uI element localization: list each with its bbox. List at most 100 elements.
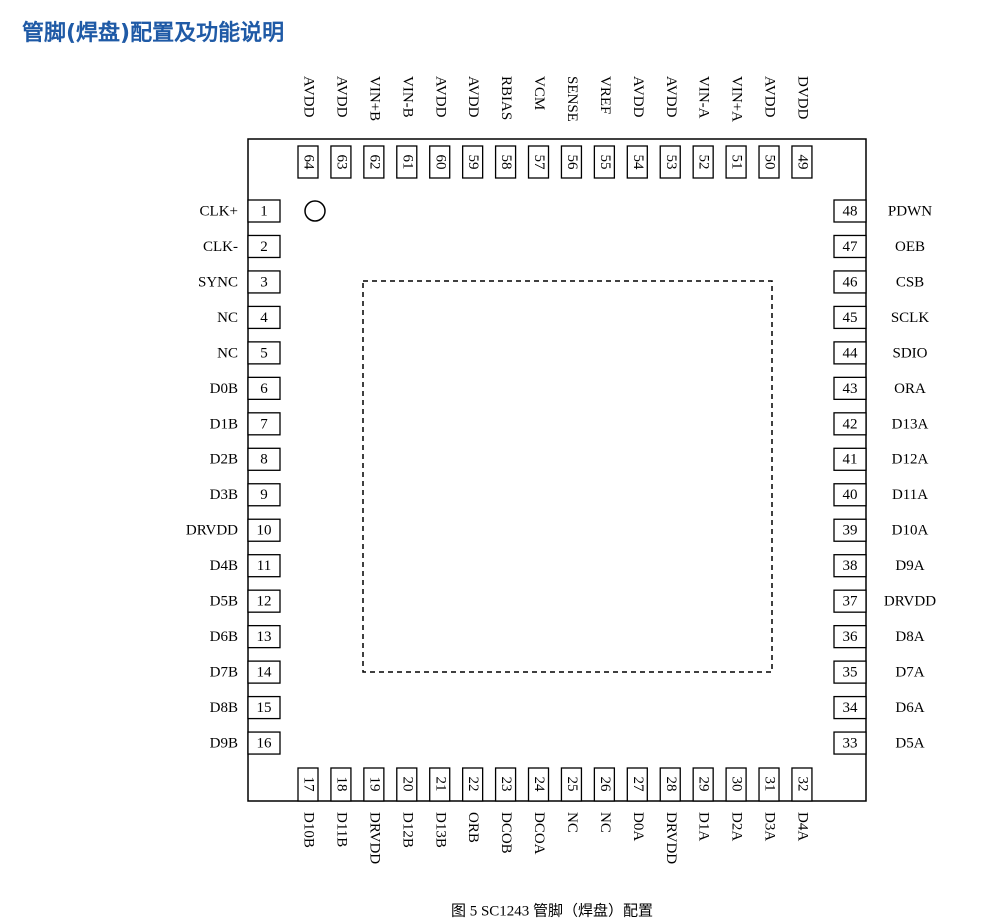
pin-box bbox=[247, 518, 281, 542]
pin-name: AVDD bbox=[465, 76, 481, 118]
chip-body bbox=[247, 138, 867, 802]
pin-number: 45 bbox=[843, 310, 858, 326]
pin-box bbox=[247, 483, 281, 507]
pin-box bbox=[833, 660, 867, 684]
pin-number: 28 bbox=[663, 777, 679, 792]
pin-box bbox=[527, 145, 550, 179]
pin-number: 13 bbox=[257, 629, 272, 645]
exposed-pad bbox=[362, 280, 773, 673]
pin-box bbox=[692, 145, 714, 179]
pin-box bbox=[247, 234, 281, 259]
pin-name: OEB bbox=[895, 239, 925, 255]
pin-name: D2B bbox=[210, 452, 238, 468]
pin-box bbox=[791, 767, 813, 802]
pin-box bbox=[247, 199, 281, 223]
pin-name: D8A bbox=[895, 629, 924, 645]
pin-box bbox=[560, 767, 583, 802]
pin-number: 42 bbox=[843, 416, 858, 432]
pin-box bbox=[626, 767, 648, 802]
pin-box bbox=[659, 145, 681, 179]
pin-number: 6 bbox=[260, 381, 268, 397]
pin-box bbox=[297, 767, 319, 802]
pin-number: 31 bbox=[762, 777, 778, 792]
pin-number: 55 bbox=[597, 155, 613, 170]
pin-box bbox=[247, 341, 281, 365]
pin-name: CLK- bbox=[203, 239, 238, 255]
pin-box bbox=[758, 145, 780, 179]
pin-number: 64 bbox=[301, 155, 317, 171]
pin-box bbox=[247, 270, 281, 294]
pin-number: 27 bbox=[630, 777, 646, 793]
pin-number: 18 bbox=[333, 777, 349, 792]
pin-number: 54 bbox=[630, 155, 646, 171]
pin-number: 10 bbox=[257, 523, 272, 539]
pin-box bbox=[833, 447, 867, 471]
pin-number: 24 bbox=[531, 777, 547, 793]
pin-box bbox=[429, 767, 451, 802]
pin-box bbox=[330, 767, 352, 802]
pin-number: 49 bbox=[795, 155, 811, 170]
pin-number: 52 bbox=[696, 155, 712, 170]
pin-name: D7B bbox=[210, 665, 238, 681]
pin-box bbox=[494, 145, 517, 179]
pin1-marker bbox=[304, 200, 326, 222]
pin-name: AVDD bbox=[432, 76, 448, 118]
pin-box bbox=[833, 305, 867, 330]
pin-number: 30 bbox=[729, 777, 745, 792]
pin-number: 8 bbox=[260, 452, 268, 468]
pin-number: 60 bbox=[432, 155, 448, 170]
pin-number: 33 bbox=[843, 735, 858, 751]
pin-name: D2A bbox=[729, 812, 745, 841]
pin-box bbox=[833, 483, 867, 507]
pin-number: 38 bbox=[843, 558, 858, 574]
pin-box bbox=[330, 145, 352, 179]
pin-number: 58 bbox=[498, 155, 514, 170]
pin-box bbox=[494, 767, 517, 802]
pin-box bbox=[297, 145, 319, 179]
pin-box bbox=[833, 589, 867, 613]
pin-name: D10B bbox=[301, 812, 317, 848]
pin-box bbox=[833, 695, 867, 720]
pin-number: 29 bbox=[696, 777, 712, 792]
pin-name: DCOA bbox=[531, 812, 547, 855]
pin-number: 25 bbox=[564, 777, 580, 792]
pin-name: D11A bbox=[892, 487, 928, 503]
pin-name: NC bbox=[217, 310, 238, 326]
pin-name: AVDD bbox=[333, 76, 349, 118]
pin-number: 5 bbox=[260, 345, 268, 361]
pin-number: 23 bbox=[498, 777, 514, 792]
pin-number: 40 bbox=[843, 487, 858, 503]
pin-name: AVDD bbox=[762, 76, 778, 118]
pin-number: 26 bbox=[597, 777, 613, 793]
pin-number: 37 bbox=[843, 594, 859, 610]
pin-number: 63 bbox=[333, 155, 349, 170]
pin-number: 36 bbox=[843, 629, 859, 645]
pin-name: DCOB bbox=[498, 812, 514, 854]
pin-number: 61 bbox=[399, 155, 415, 170]
pin-number: 41 bbox=[843, 452, 858, 468]
pin-number: 32 bbox=[795, 777, 811, 792]
pin-name: SDIO bbox=[892, 345, 927, 361]
pin-box bbox=[833, 376, 867, 401]
pin-box bbox=[247, 589, 281, 613]
pin-box bbox=[833, 199, 867, 223]
pin-box bbox=[725, 767, 747, 802]
pin-name: D6B bbox=[210, 629, 238, 645]
pin-name: D5A bbox=[895, 735, 924, 751]
pin-box bbox=[560, 145, 583, 179]
pin-name: DRVDD bbox=[186, 523, 238, 539]
pin-name: VREF bbox=[597, 76, 613, 114]
pin-name: D4B bbox=[210, 558, 238, 574]
pin-box bbox=[833, 518, 867, 542]
pin-name: VCM bbox=[531, 76, 547, 110]
pin-name: ORA bbox=[894, 381, 926, 397]
pin-name: D1A bbox=[696, 812, 712, 841]
pin-number: 20 bbox=[399, 777, 415, 792]
pin-name: D3B bbox=[210, 487, 238, 503]
pin-number: 4 bbox=[260, 310, 268, 326]
pin-name: SCLK bbox=[891, 310, 930, 326]
pin-number: 7 bbox=[260, 416, 268, 432]
pin-name: VIN-B bbox=[399, 76, 415, 118]
pin-name: D6A bbox=[895, 700, 924, 716]
